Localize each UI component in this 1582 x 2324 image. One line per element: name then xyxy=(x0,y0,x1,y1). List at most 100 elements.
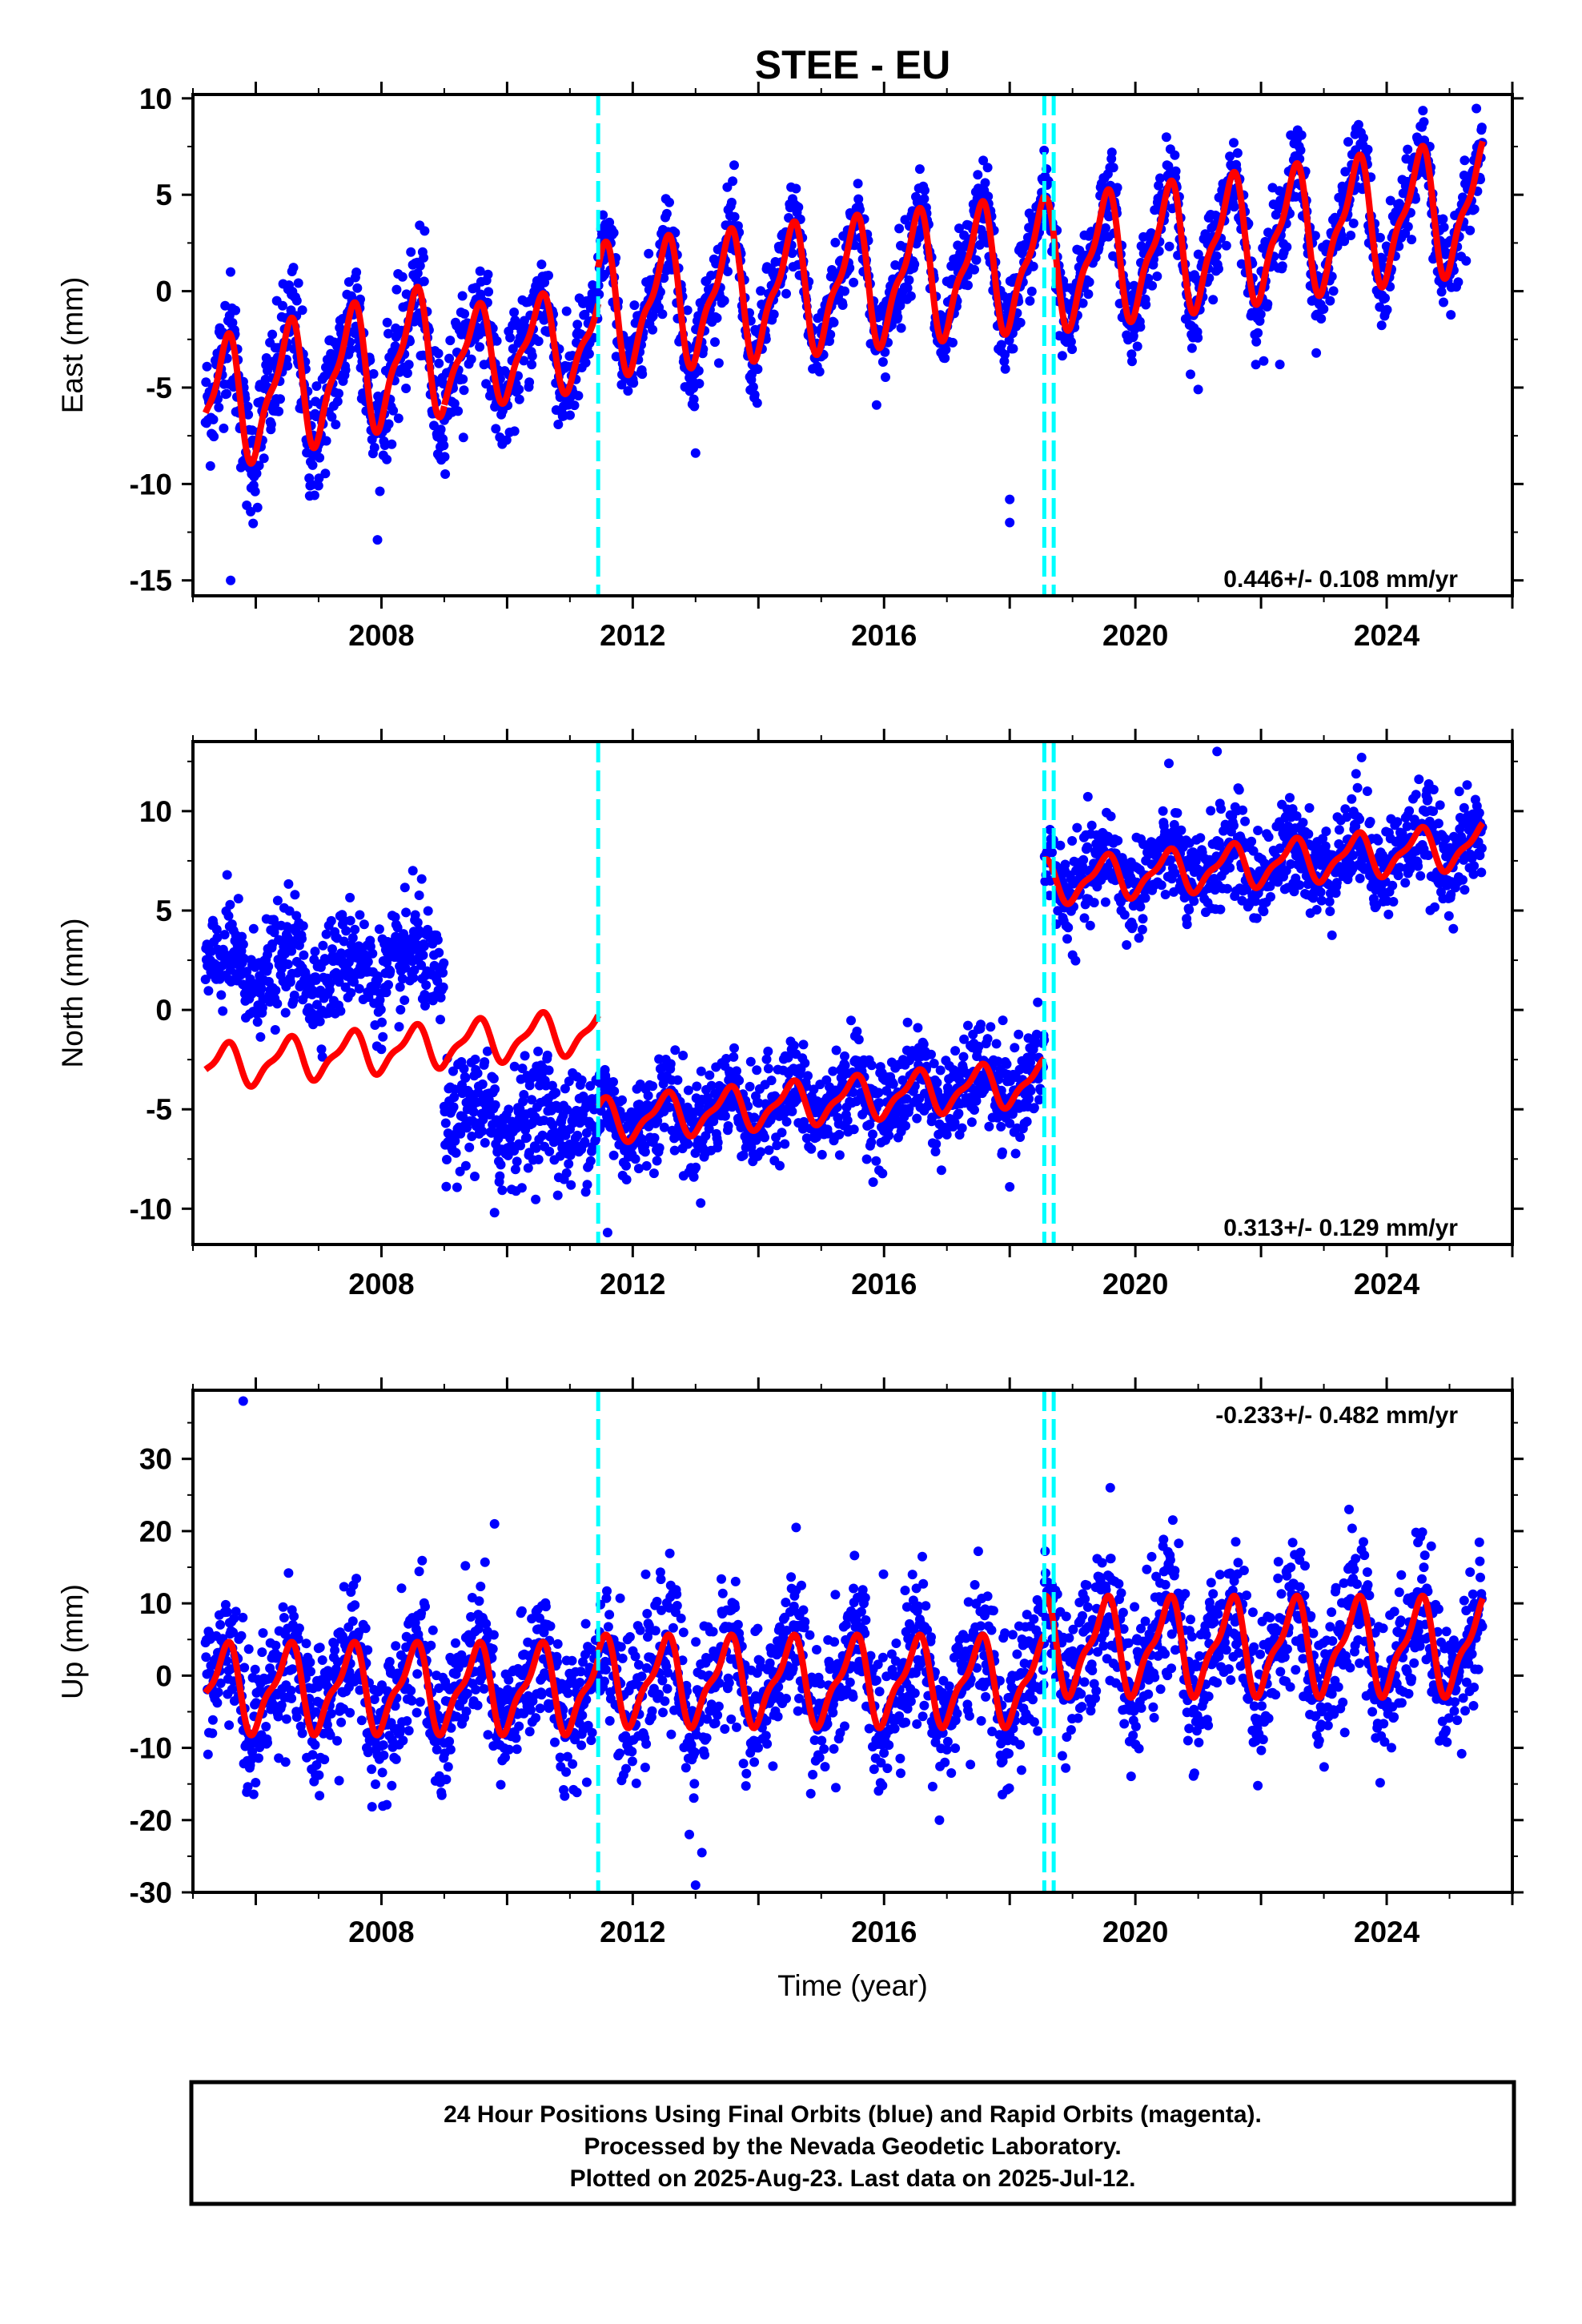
data-point xyxy=(438,982,448,992)
data-point xyxy=(453,406,464,416)
data-point xyxy=(1141,300,1151,310)
data-point xyxy=(1086,820,1097,830)
data-point xyxy=(565,410,575,420)
data-point xyxy=(991,1039,1002,1049)
data-point xyxy=(1214,263,1223,274)
data-point xyxy=(691,1162,701,1172)
data-point xyxy=(986,1022,996,1032)
data-point xyxy=(849,277,859,287)
data-point xyxy=(272,999,283,1009)
data-point xyxy=(837,300,848,310)
data-point xyxy=(1465,225,1476,235)
data-point xyxy=(1138,914,1148,924)
data-point xyxy=(769,309,779,320)
data-point xyxy=(877,357,888,367)
data-point xyxy=(652,1156,662,1166)
data-point xyxy=(1359,133,1368,143)
data-point xyxy=(315,1016,325,1027)
data-point xyxy=(214,402,224,412)
data-point xyxy=(514,384,524,395)
data-point xyxy=(611,352,621,362)
data-point xyxy=(1135,322,1146,332)
data-point xyxy=(1259,907,1269,917)
data-point xyxy=(438,967,448,978)
data-point xyxy=(544,271,553,280)
x-tick-label: 2008 xyxy=(348,619,414,652)
data-point xyxy=(1184,905,1195,915)
data-point xyxy=(514,394,524,404)
data-point xyxy=(270,1025,280,1035)
data-point xyxy=(1304,802,1315,813)
data-point xyxy=(1112,183,1122,193)
data-point xyxy=(971,255,982,265)
data-point xyxy=(315,452,325,463)
data-point xyxy=(291,296,302,306)
data-point xyxy=(1100,897,1110,907)
data-point xyxy=(222,870,232,880)
data-point xyxy=(806,1144,817,1154)
data-point xyxy=(598,210,608,220)
data-point xyxy=(1195,833,1206,843)
data-point xyxy=(288,263,299,273)
data-point xyxy=(459,1063,469,1074)
data-point xyxy=(222,388,232,399)
data-point xyxy=(552,1190,563,1200)
x-tick-label: 2020 xyxy=(1102,619,1168,652)
data-point xyxy=(912,1113,922,1124)
data-point xyxy=(729,1051,739,1062)
data-point xyxy=(573,391,584,401)
data-point xyxy=(423,906,433,916)
data-point xyxy=(1079,913,1090,923)
data-point xyxy=(466,354,476,364)
data-point xyxy=(519,356,529,366)
data-point xyxy=(313,480,323,491)
data-point xyxy=(996,1121,1006,1132)
data-point xyxy=(531,1143,541,1153)
data-point xyxy=(202,361,212,372)
data-point xyxy=(385,966,396,976)
data-point xyxy=(416,874,427,884)
data-point xyxy=(402,368,412,378)
data-point xyxy=(1127,356,1137,367)
data-point xyxy=(752,1065,762,1076)
data-point xyxy=(406,247,416,257)
x-tick-label: 2024 xyxy=(1354,619,1420,652)
data-point xyxy=(641,1160,652,1171)
data-point xyxy=(692,1081,702,1092)
data-point xyxy=(309,490,319,501)
data-point xyxy=(1460,155,1470,166)
data-point xyxy=(1072,822,1082,833)
data-point xyxy=(920,185,930,195)
data-point xyxy=(710,337,720,348)
data-point xyxy=(533,1154,544,1164)
data-point xyxy=(973,170,983,180)
data-point xyxy=(1022,1116,1032,1127)
data-point xyxy=(440,1118,451,1128)
data-point xyxy=(1182,919,1192,930)
east-rate-label: 0.446+/- 0.108 mm/yr xyxy=(1223,566,1458,593)
data-point xyxy=(1321,826,1331,837)
data-point xyxy=(693,366,704,376)
data-point xyxy=(861,1154,872,1164)
east-y-axis-label: East (mm) xyxy=(56,277,89,414)
data-point xyxy=(1119,910,1130,920)
data-point xyxy=(412,268,423,279)
data-point xyxy=(1263,299,1273,309)
data-point xyxy=(1134,933,1144,943)
data-point xyxy=(950,1046,961,1056)
data-point xyxy=(998,1147,1007,1157)
data-point xyxy=(561,306,572,316)
data-point xyxy=(1170,166,1181,176)
data-point xyxy=(512,1156,522,1167)
data-point xyxy=(1216,804,1227,814)
data-point xyxy=(283,879,294,889)
data-point xyxy=(1343,137,1353,147)
data-point xyxy=(745,1081,755,1092)
data-point xyxy=(659,273,669,283)
data-point xyxy=(689,394,699,404)
data-point xyxy=(1221,240,1231,251)
data-point xyxy=(582,1180,592,1190)
data-point xyxy=(227,318,238,328)
data-point xyxy=(1063,923,1074,933)
data-point xyxy=(1113,835,1123,846)
